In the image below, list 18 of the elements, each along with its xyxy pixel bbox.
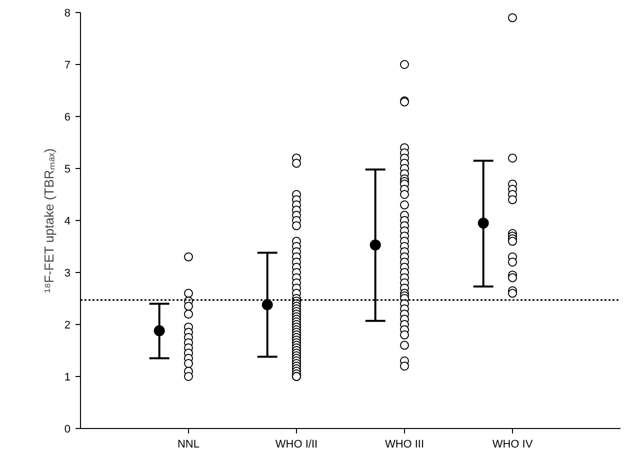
point [370,239,381,250]
y-tick-label: 6 [64,112,71,124]
y-tick-label: 1 [64,372,71,384]
y-tick-label: 4 [64,216,71,228]
y-tick-label: 2 [64,320,71,332]
point [262,299,273,310]
x-tick-label: WHO IV [492,438,534,450]
y-tick-label: 7 [64,60,71,72]
x-tick-label: WHO III [384,438,424,450]
x-tick-label: WHO I/II [275,438,318,450]
x-tick-label: NNL [177,438,200,450]
point [478,218,489,229]
y-tick-label: 0 [64,424,71,436]
y-axis-title: ¹⁸F-FET uptake (TBRₘₐₓ) [41,148,56,293]
point [154,325,165,336]
y-tick-label: 5 [64,164,71,176]
y-tick-label: 8 [64,8,71,20]
y-tick-label: 3 [64,268,71,280]
